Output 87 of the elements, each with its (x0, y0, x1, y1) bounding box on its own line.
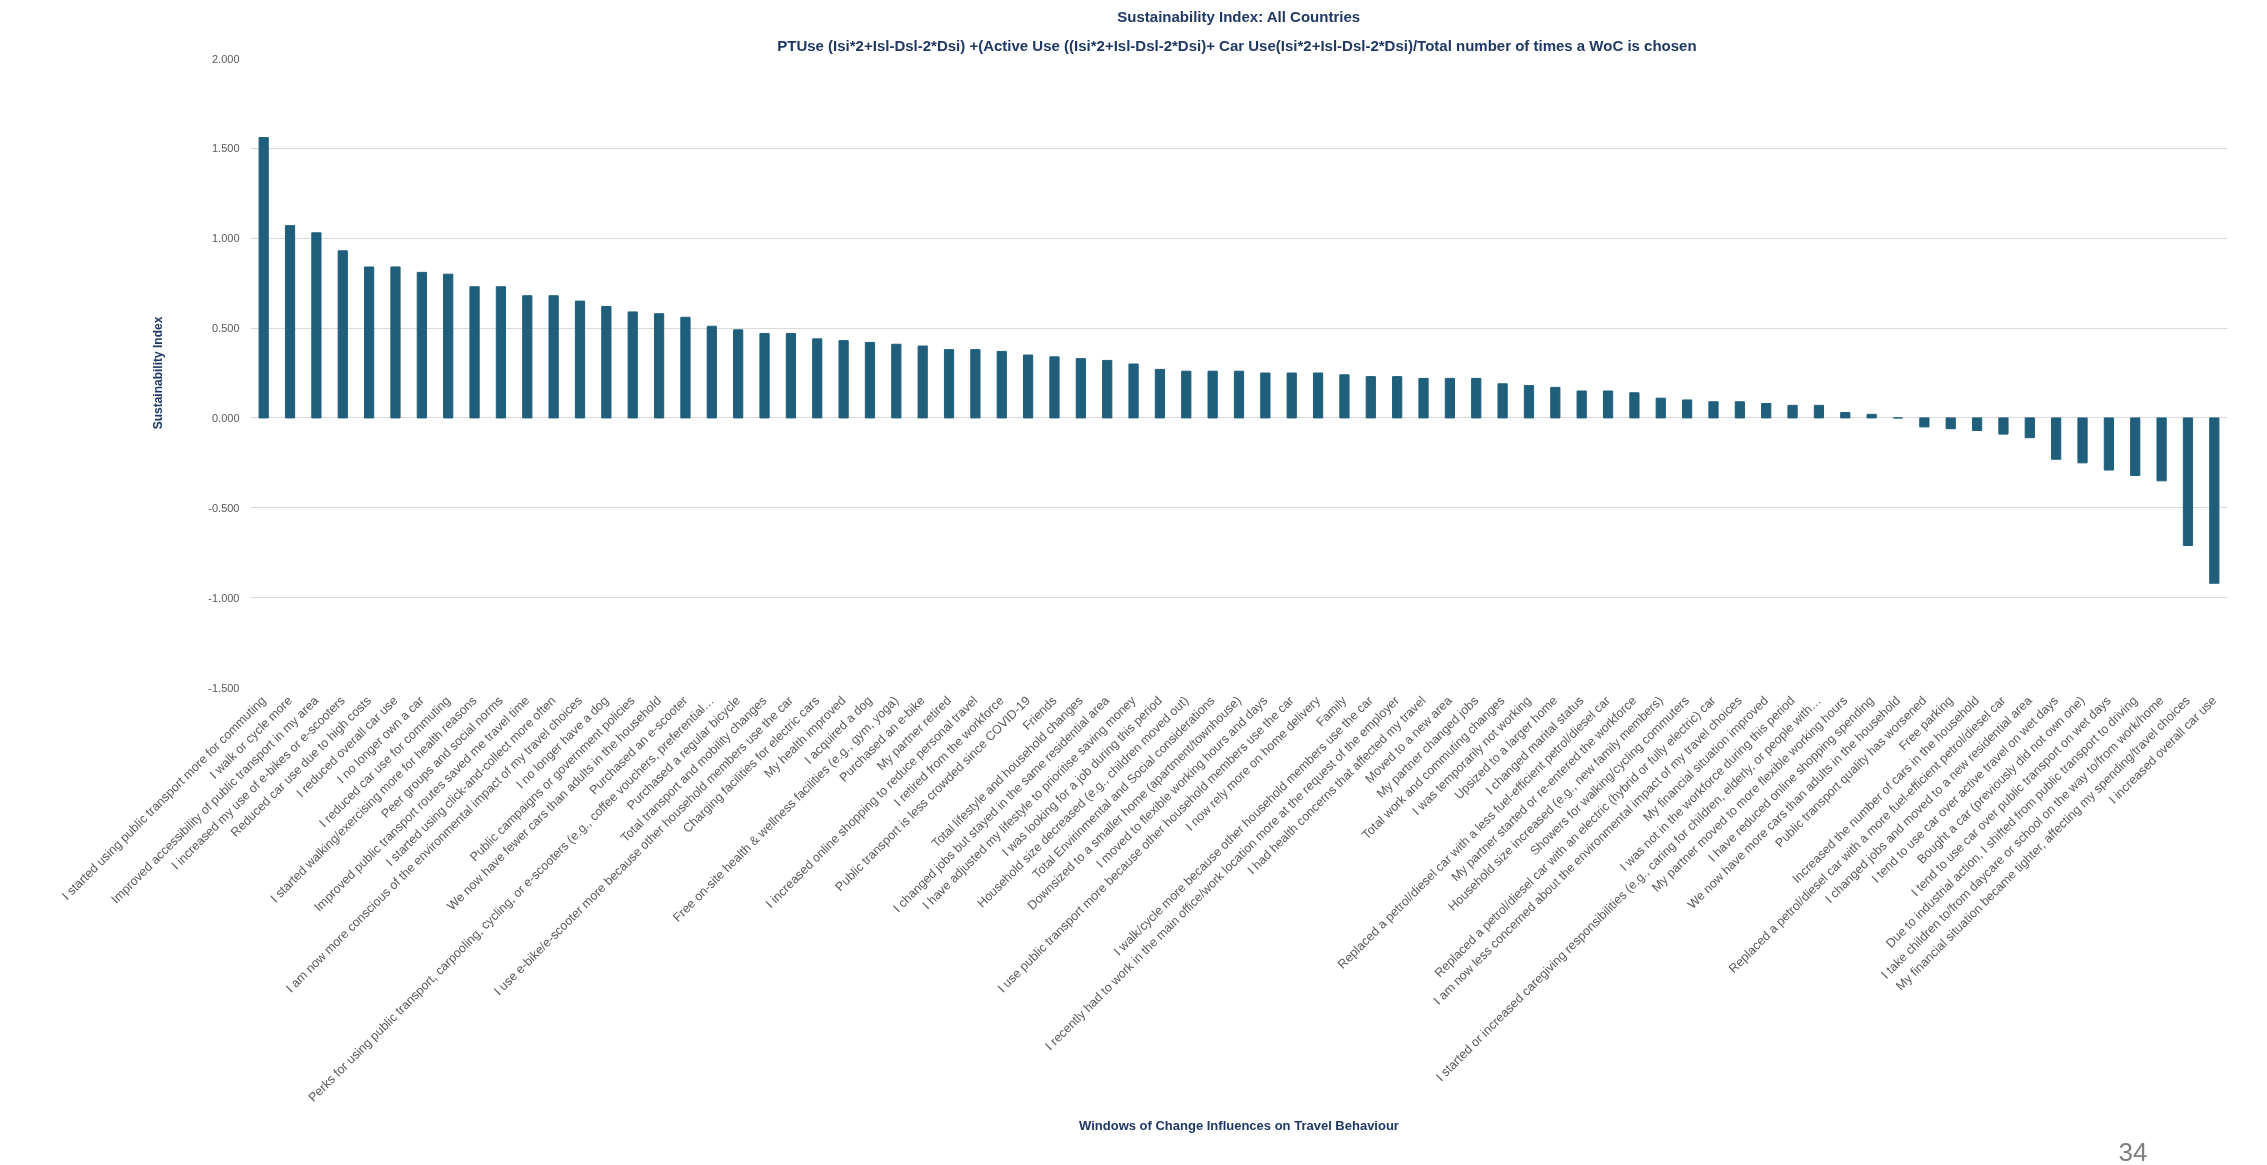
bar (1023, 354, 1034, 419)
bar (574, 300, 586, 419)
bar (1154, 368, 1166, 419)
bar (1866, 413, 1877, 419)
bar (1365, 376, 1376, 419)
bar (1550, 386, 1561, 419)
bar (1260, 372, 1271, 419)
bar (1471, 377, 1482, 419)
bar (2156, 417, 2167, 482)
bar (1629, 392, 1640, 419)
bar (627, 311, 638, 419)
bar (891, 343, 902, 419)
bar (785, 332, 796, 419)
bar (258, 137, 269, 419)
bar (1682, 399, 1693, 419)
bar (759, 332, 770, 419)
y-tick-label: -1.500 (208, 681, 240, 694)
bar (812, 338, 823, 419)
bar (943, 349, 955, 419)
bar (1576, 390, 1587, 419)
bar (1233, 370, 1245, 419)
bar (653, 313, 665, 419)
bar (1392, 376, 1403, 419)
bar (495, 286, 507, 419)
bar (1102, 359, 1113, 419)
bar (706, 325, 717, 419)
bar (1312, 372, 1324, 419)
x-axis-title: Windows of Change Influences on Travel Behaviour (1079, 1117, 1399, 1133)
bar (1286, 372, 1297, 419)
bar (416, 271, 427, 419)
bar (1602, 390, 1614, 419)
bar (1181, 370, 1192, 419)
y-tick-label: 0.000 (211, 411, 240, 424)
bar (469, 286, 480, 419)
bar (864, 341, 876, 419)
y-tick-label: 1.000 (211, 232, 240, 245)
bar (1787, 404, 1798, 419)
bar (2051, 417, 2062, 460)
bar (1049, 356, 1060, 419)
bar (1945, 417, 1956, 430)
bar (1207, 370, 1218, 419)
bar (2209, 417, 2220, 584)
bar (1708, 401, 1719, 419)
bar (443, 273, 454, 419)
y-tick-label: 2.000 (211, 52, 240, 65)
bar (970, 349, 981, 419)
y-tick-label: 0.500 (211, 322, 240, 335)
bar (680, 316, 691, 419)
bar (390, 266, 401, 419)
y-tick-label: -1.000 (208, 591, 240, 604)
bar (2182, 417, 2194, 547)
bar (1840, 412, 1851, 419)
y-tick-label: -0.500 (208, 501, 240, 514)
bar (1523, 385, 1535, 419)
bar (601, 306, 612, 419)
bar (1418, 377, 1429, 419)
chart-title: Sustainability Index: All Countries (1117, 7, 1361, 25)
bar (1813, 404, 1825, 419)
bar (1998, 417, 2009, 435)
bar (284, 225, 296, 419)
bar (733, 329, 744, 419)
y-tick-label: 1.500 (211, 142, 240, 155)
text: 34 (2118, 1136, 2148, 1165)
bar (1444, 377, 1455, 419)
bar (1339, 374, 1350, 419)
y-axis-title: Sustainability Index (151, 316, 166, 430)
bar (1734, 401, 1745, 419)
bar (337, 250, 348, 419)
bar (2024, 417, 2035, 439)
bar (1655, 397, 1666, 419)
bar (548, 295, 559, 419)
bar (1497, 383, 1508, 419)
bar (1128, 363, 1139, 419)
bar (311, 232, 322, 419)
bar (2103, 417, 2114, 471)
bar (996, 350, 1007, 419)
bar (1971, 417, 1983, 432)
bar (1761, 403, 1772, 419)
bar (1919, 417, 1930, 428)
bar (917, 345, 928, 419)
bar (2077, 417, 2088, 464)
bar (2130, 417, 2141, 476)
bar (522, 295, 533, 419)
bar (838, 340, 849, 419)
chart-subtitle: PTUse (Isi*2+Isl-Dsl-2*Dsi) +(Active Use ((Isi*2+Isl-Dsl-2*Dsi)+ Car Use(Isi*2+Isl-Dsl-2*Dsi)/Total number of times a WoC is chosen (777, 36, 1697, 54)
bar (1075, 358, 1086, 419)
bar (364, 266, 375, 419)
